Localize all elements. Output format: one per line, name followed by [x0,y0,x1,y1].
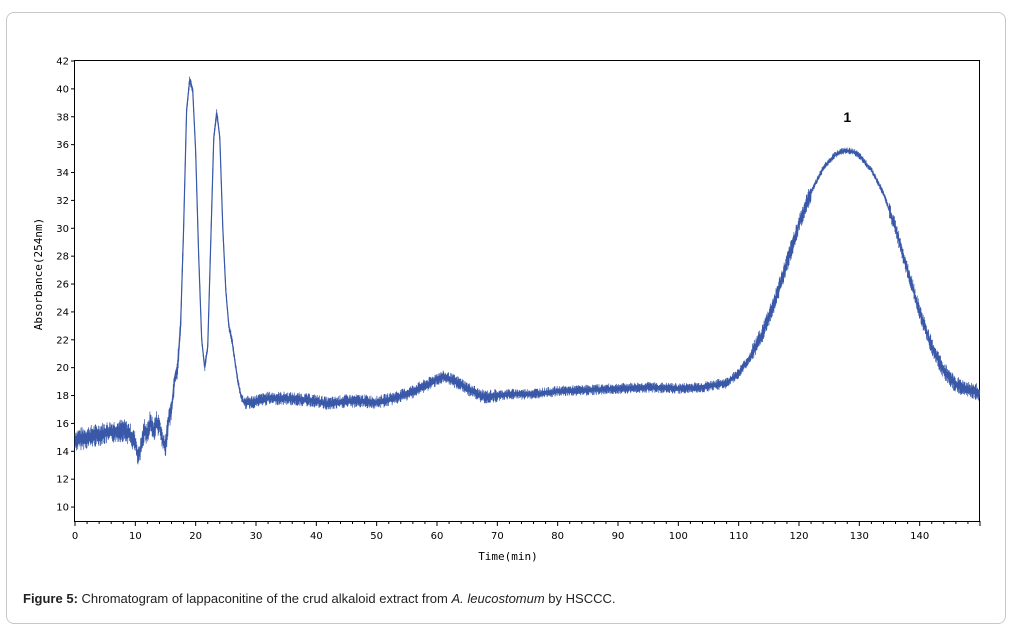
x-tick-label: 80 [551,531,564,542]
x-tick-label: 130 [850,531,869,542]
y-tick-label: 30 [56,224,69,235]
y-tick-label: 34 [56,168,69,179]
y-tick-label: 10 [56,503,69,514]
y-tick-label: 18 [56,391,69,402]
y-tick-label: 40 [56,84,69,95]
y-tick-label: 20 [56,363,69,374]
caption-text-after: by HSCCC. [544,591,616,606]
y-tick-label: 26 [56,280,69,291]
caption-label: Figure 5: [23,591,78,606]
x-tick-label: 120 [789,531,808,542]
x-tick-label: 90 [612,531,625,542]
y-tick-label: 22 [56,335,69,346]
x-tick-label: 60 [431,531,444,542]
y-tick-label: 32 [56,196,69,207]
x-tick-label: 140 [910,531,929,542]
x-tick-label: 20 [189,531,202,542]
y-tick-label: 14 [56,447,69,458]
y-tick-label: 16 [56,419,69,430]
x-tick-label: 50 [370,531,383,542]
y-tick-label: 12 [56,475,69,486]
x-tick-label: 70 [491,531,504,542]
caption-species: A. leucostomum [451,591,545,606]
plot-area [74,60,980,522]
caption-text-before: Chromatogram of lappaconitine of the cru… [77,591,452,606]
y-tick-label: 36 [56,140,69,151]
x-tick-label: 40 [310,531,323,542]
x-axis-title: Time(min) [478,550,538,563]
x-tick-label: 110 [729,531,748,542]
y-tick-label: 38 [56,112,69,123]
peak-label-1: 1 [843,109,851,125]
y-tick-label: 28 [56,252,69,263]
y-axis: 10 12 14 16 18 20 22 24 26 28 30 32 34 36 38 40 42 [56,57,75,514]
x-tick-label: 30 [250,531,263,542]
y-tick-label: 42 [56,57,69,68]
chromatogram-noise [74,76,980,465]
figure-caption: Figure 5: Chromatogram of lappaconitine … [23,591,615,606]
y-tick-label: 24 [56,307,69,318]
x-tick-label: 0 [72,531,78,542]
x-tick-label: 10 [129,531,142,542]
x-axis: 0 10 20 30 40 50 60 70 80 90 100 110 120 130 140 [72,521,981,542]
x-tick-label: 100 [669,531,688,542]
y-axis-title: Absorbance(254nm) [32,218,45,331]
